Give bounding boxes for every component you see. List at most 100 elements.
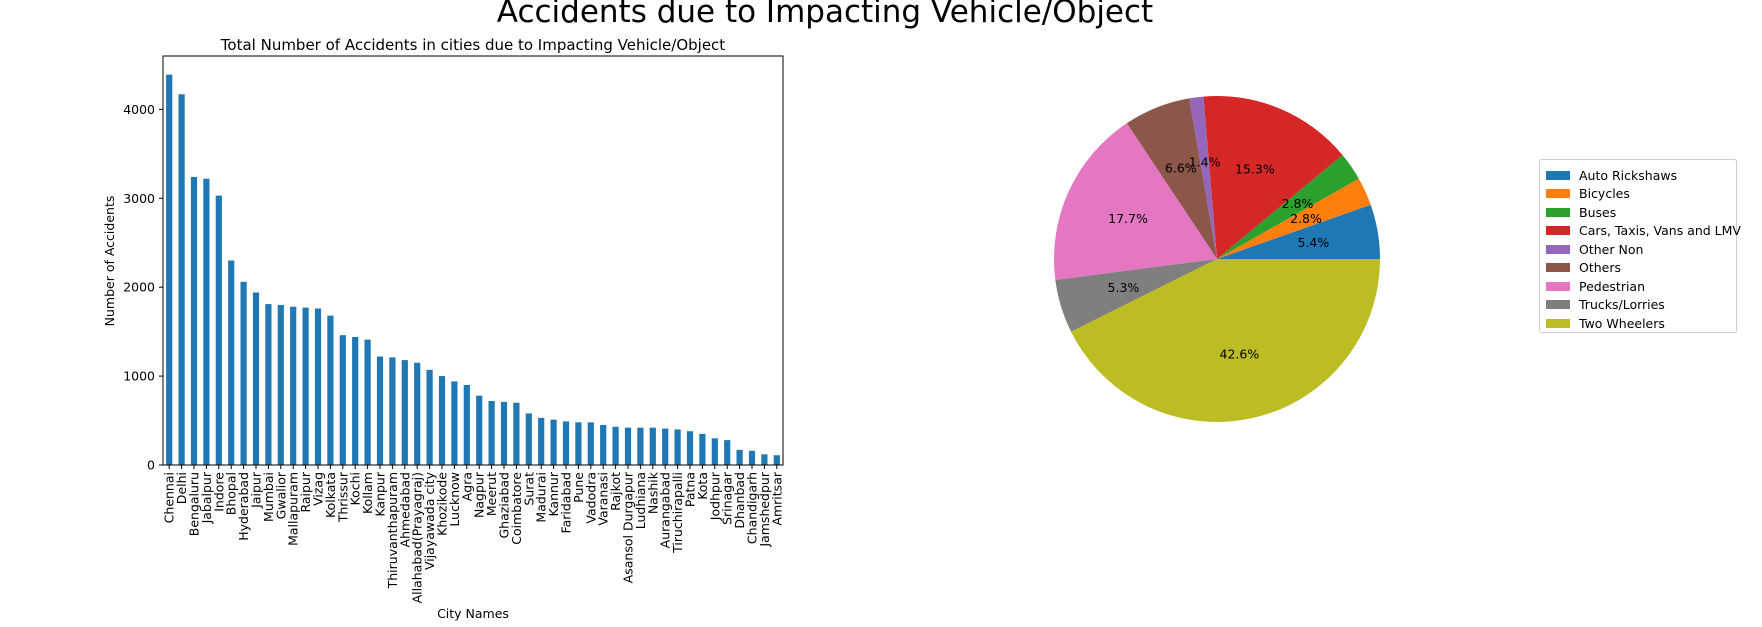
pie-slice [1217,178,1371,259]
x-tick-label: Bhopal [224,472,239,515]
legend-item: Others [1546,259,1728,278]
x-tick-label: Ghaziabad [497,472,512,539]
x-tick-label: Jodhpur [707,471,722,521]
bar [513,402,520,465]
bar [389,357,396,465]
pie-labels: 5.4% 2.8%2.8% 15.3% 1.4%6.6% 17.7% 5.3% 42.6% [1108,154,1330,361]
bar [178,94,185,465]
bar [314,308,322,465]
pie-pct-label: 6.6% [1165,161,1197,176]
bar [662,428,669,465]
bar [686,431,694,465]
bar [488,400,495,465]
pie-pct-label: 2.8% [1282,196,1314,211]
legend-item: Two Wheelers [1546,314,1728,333]
pie-slice [1054,123,1217,280]
bar [562,421,570,465]
bar [277,304,284,465]
pie-pct-label: 2.8% [1290,211,1322,226]
x-tick-label: Allahabad(Prayagraj) [410,472,425,603]
x-tick-label: Tiruchirapalli [670,472,685,554]
x-tick-label: Nashik [645,471,660,514]
bar [438,376,446,465]
bar [451,381,458,465]
bar [376,356,384,465]
bar [575,422,582,465]
bar [302,307,309,465]
x-tick-label: Kochi [348,472,363,506]
legend-item: Trucks/Lorries [1546,296,1728,315]
pie-pct-label: 15.3% [1235,161,1275,176]
x-tick-label: Amritsar [769,471,784,525]
bar [711,438,718,465]
bar [538,417,545,465]
legend-swatch [1546,226,1570,236]
bar [339,335,346,465]
bar [637,427,644,465]
x-tick-label: Madurai [534,472,549,523]
legend-label: Trucks/Lorries [1579,297,1665,313]
x-tick-label: Mumbai [261,472,276,522]
bar [327,315,334,465]
legend-swatch [1546,189,1570,199]
legend-label: Buses [1579,204,1617,220]
legend-label: Bicycles [1579,186,1630,202]
bar [228,260,235,465]
bar [550,419,557,465]
x-tick-label: Jabalpur [199,471,214,524]
x-tick-label: Aurangabad [658,472,673,548]
x-tick-label: Kannur [546,471,561,516]
pie-slices [1054,96,1380,423]
x-tick-label: Vijayawada city [422,471,437,570]
bar [215,195,222,465]
bar [674,429,681,465]
x-tick-label: Jaipur [249,471,264,509]
bar [364,339,371,465]
x-tick-label: Vizag [311,472,326,506]
x-tick-label: Mallapuram [286,472,301,546]
legend-item: Other Non [1546,240,1728,259]
bar [463,384,470,465]
y-tick-label: 0 [147,458,155,473]
bar [240,281,247,465]
pie-pct-label: 5.4% [1298,235,1330,250]
x-tick-label: Kollam [360,472,375,514]
legend-item: Buses [1546,203,1728,222]
x-axis-ticks: ChennaiDelhiBengaluruJabalpurIndoreBhopa… [162,465,784,603]
pie-pct-label: 42.6% [1220,347,1260,362]
x-tick-label: Lucknow [447,472,462,527]
x-tick-label: Patna [683,472,698,507]
figure-title: Accidents due to Impacting Vehicle/Objec… [496,0,1154,30]
bar [600,424,607,465]
x-tick-label: Asansol Durgapur [621,471,636,583]
y-tick-label: 2000 [123,280,155,295]
x-tick-label: Kota [695,472,710,500]
bar [699,433,706,465]
y-tick-label: 4000 [123,102,155,117]
x-axis-label: City Names [437,606,509,621]
legend-label: Others [1579,260,1622,276]
bar-chart: Total Number of Accidents in cities due … [102,36,784,621]
legend-swatch [1546,207,1570,217]
x-tick-label: Hyderabad [236,472,251,541]
bar [426,369,433,465]
pie-slice [1071,259,1380,423]
bar [724,440,731,465]
legend-item: Bicycles [1546,185,1728,204]
x-tick-label: Bengaluru [187,472,202,536]
legend-item: Pedestrian [1546,277,1728,296]
bar [401,360,408,465]
x-tick-label: Ahmedabad [397,472,412,547]
bar-series [166,74,780,465]
y-axis-label: Number of Accidents [102,196,117,327]
legend-swatch [1546,281,1570,291]
legend-swatch [1546,263,1570,273]
bar-plot-frame [162,55,784,466]
pie-slice [1055,259,1217,332]
legend-label: Pedestrian [1579,278,1646,294]
bar [352,336,359,465]
bar [203,178,210,465]
pie-slice [1217,204,1380,259]
x-tick-label: Meerut [484,472,499,516]
x-tick-label: Gwalior [273,471,288,519]
